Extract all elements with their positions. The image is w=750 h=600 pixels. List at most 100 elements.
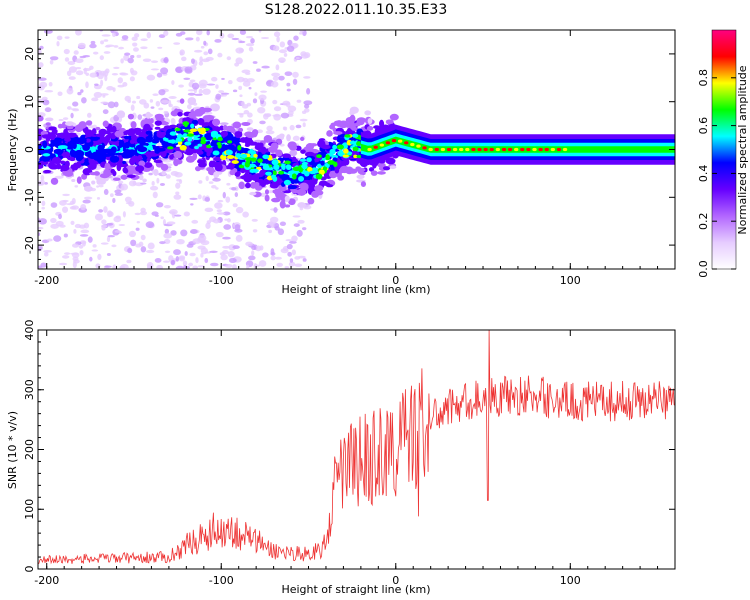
spectrogram-noise-mark <box>113 101 119 108</box>
spectrogram-noise-mark <box>243 110 250 115</box>
spectrogram-band-mark <box>187 136 193 142</box>
spectrogram-band-mark <box>185 155 196 163</box>
spectrogram-noise-mark <box>231 187 237 191</box>
spectrogram-noise-mark <box>275 64 280 71</box>
spectrogram-band-mark <box>45 117 54 122</box>
spectrogram-band-mark <box>45 122 51 126</box>
spectrogram-noise-mark <box>183 211 190 217</box>
spectrogram-band-mark <box>126 174 136 178</box>
spectrogram-noise-mark <box>160 67 169 75</box>
spectrogram-band-mark <box>110 168 116 174</box>
spectrogram-max-mark <box>434 147 439 152</box>
spectrogram-noise-mark <box>81 97 87 104</box>
spectrogram-noise-mark <box>157 46 163 49</box>
spectrogram-noise-mark <box>303 100 313 106</box>
spectrogram-band-mark <box>53 148 63 154</box>
spectrogram-noise-mark <box>155 100 161 107</box>
spectrogram-noise-mark <box>82 199 91 204</box>
spectrogram-band-mark <box>279 200 286 209</box>
spectrogram-band-mark <box>295 145 302 151</box>
spectrogram-x-tick-label: -200 <box>34 274 59 287</box>
spectrogram-peak-mark <box>189 128 198 132</box>
spectrogram-band-mark <box>239 137 248 143</box>
spectrogram-noise-mark <box>70 220 75 225</box>
spectrogram-noise-mark <box>170 230 177 236</box>
spectrogram-noise-mark <box>280 248 289 254</box>
spectrogram-noise-mark <box>102 109 109 115</box>
spectrogram-peak-mark <box>273 164 280 171</box>
spectrogram-band-mark <box>102 120 109 128</box>
snr-y-ticks: 0 100 200 300 400 <box>23 320 675 573</box>
spectrogram-max-mark <box>410 142 415 147</box>
spectrogram-noise-mark <box>258 94 267 101</box>
spectrogram-noise-mark <box>180 31 186 35</box>
spectrogram-noise-mark <box>217 199 224 203</box>
spectrogram-noise-mark <box>69 200 75 205</box>
spectrogram-peak-mark <box>336 144 344 150</box>
spectrogram-noise-mark <box>44 107 52 113</box>
spectrogram-band-mark <box>114 152 124 156</box>
spectrogram-noise-mark <box>43 30 53 34</box>
spectrogram-band-mark <box>191 119 199 125</box>
spectrogram-noise-mark <box>56 35 63 41</box>
spectrogram-noise-mark <box>129 76 135 82</box>
spectrogram-band-mark <box>97 158 103 163</box>
spectrogram-noise-mark <box>121 35 129 40</box>
spectrogram-noise-mark <box>168 255 174 262</box>
spectrogram-noise-mark <box>251 250 255 256</box>
spectrogram-noise-mark <box>150 60 159 63</box>
spectrogram-noise-mark <box>183 77 191 80</box>
spectrogram-band-mark <box>317 139 326 148</box>
spectrogram-noise-mark <box>58 119 64 122</box>
spectrogram-noise-mark <box>200 252 204 258</box>
spectrogram-noise-mark <box>145 249 155 254</box>
spectrogram-band-mark <box>153 169 159 176</box>
spectrogram-noise-mark <box>62 206 69 213</box>
spectrogram-noise-mark <box>194 93 203 96</box>
spectrogram-peak-mark <box>217 143 222 149</box>
spectrogram-noise-mark <box>189 252 196 257</box>
spectrogram-noise-mark <box>292 135 300 141</box>
spectrogram-noise-mark <box>264 145 270 149</box>
spectrogram-noise-mark <box>164 250 171 253</box>
spectrogram-band-mark <box>248 141 259 146</box>
spectrogram-noise-mark <box>205 175 209 182</box>
spectrogram-noise-mark <box>132 180 137 186</box>
spectrogram-noise-mark <box>134 212 141 216</box>
spectrogram-band-mark <box>38 115 44 122</box>
spectrogram-noise-mark <box>187 104 192 110</box>
spectrogram-peak-mark <box>249 169 256 173</box>
spectrogram-band-mark <box>364 110 371 116</box>
spectrogram-noise-mark <box>282 100 291 106</box>
spectrogram-peak-mark <box>349 140 355 145</box>
spectrogram-noise-mark <box>170 170 179 176</box>
spectrogram-band-mark <box>300 136 305 142</box>
spectrogram-band-mark <box>214 163 223 172</box>
spectrogram-band-mark <box>333 131 343 135</box>
spectrogram-peak-mark <box>247 150 252 154</box>
spectrogram-noise-mark <box>83 222 90 229</box>
spectrogram-band-mark <box>271 197 281 203</box>
spectrogram-noise-mark <box>156 177 160 184</box>
spectrogram-band-mark <box>206 166 215 172</box>
spectrogram-band-mark <box>308 184 315 192</box>
spectrogram-noise-mark <box>188 262 194 267</box>
spectrogram-peak-mark <box>283 179 291 186</box>
spectrogram-band-mark <box>354 122 360 127</box>
spectrogram-noise-mark <box>179 51 183 56</box>
spectrogram-peak-mark <box>231 160 239 164</box>
spectrogram-noise-mark <box>292 78 298 85</box>
snr-y-tick-label: 0 <box>23 566 36 573</box>
spectrogram-noise-mark <box>293 35 299 41</box>
spectrogram-noise-mark <box>166 221 176 225</box>
spectrogram-band-mark <box>254 181 260 187</box>
spectrogram-band-mark <box>147 127 153 131</box>
spectrogram-noise-mark <box>248 255 256 261</box>
spectrogram-noise-mark <box>135 227 140 231</box>
spectrogram-band-mark <box>78 121 87 129</box>
spectrogram-peak-mark <box>329 148 336 155</box>
spectrogram-band-mark <box>173 159 179 167</box>
spectrogram-noise-mark <box>66 87 74 95</box>
spectrogram-noise-mark <box>200 45 205 49</box>
spectrogram-noise-mark <box>266 125 273 132</box>
